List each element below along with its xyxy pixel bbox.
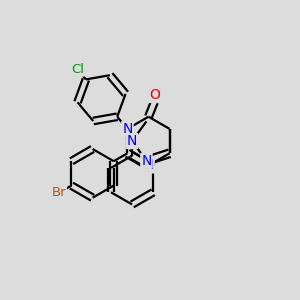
Text: Br: Br bbox=[51, 187, 66, 200]
Text: N: N bbox=[127, 134, 137, 148]
Text: N: N bbox=[122, 122, 133, 136]
Text: N: N bbox=[143, 158, 154, 172]
Text: Cl: Cl bbox=[71, 63, 84, 76]
Text: O: O bbox=[149, 88, 160, 102]
Text: N: N bbox=[141, 154, 152, 168]
